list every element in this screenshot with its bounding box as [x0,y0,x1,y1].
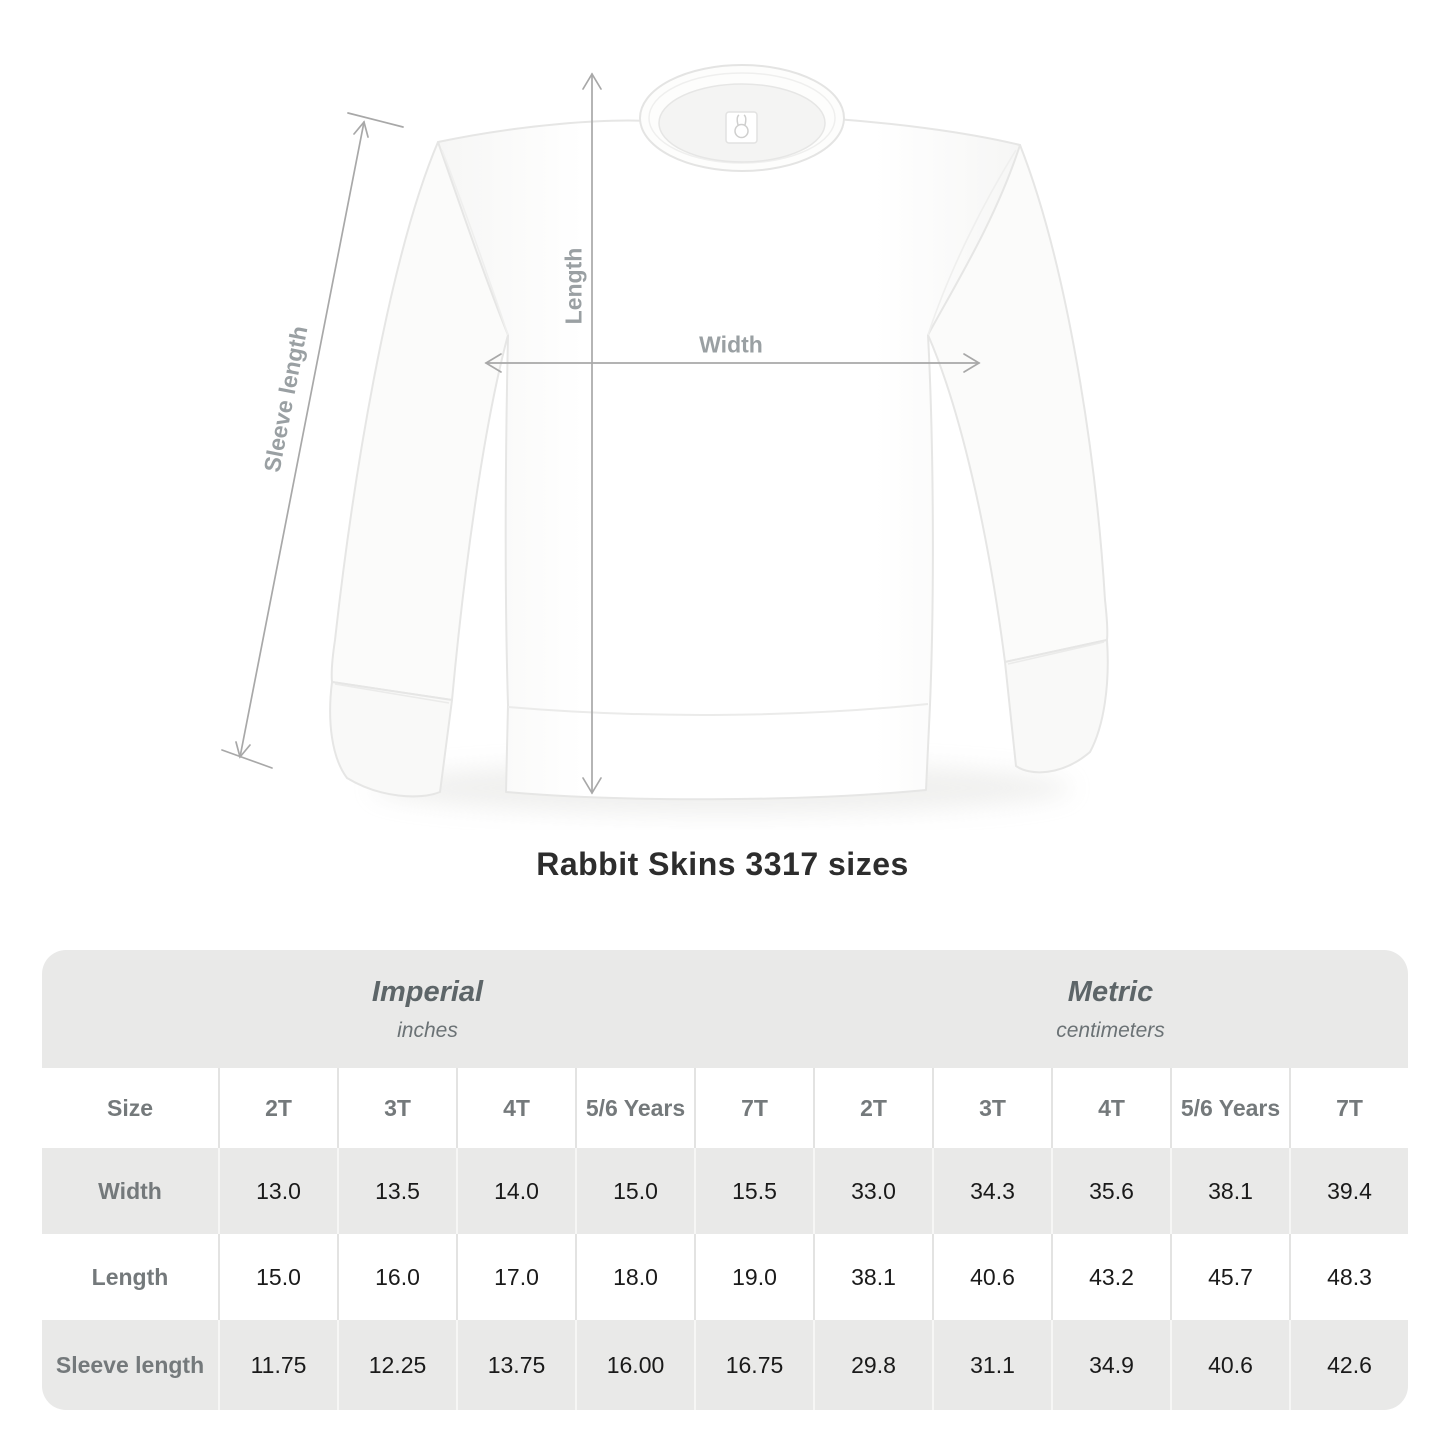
cell-length-imp-56y: 18.0 [575,1234,694,1320]
cell-sleeve-met-3t: 31.1 [932,1320,1051,1410]
cell-sleeve-imp-4t: 13.75 [456,1320,575,1410]
width-measure-label: Width [699,331,763,358]
cell-length-met-4t: 43.2 [1051,1234,1170,1320]
imperial-group-name: Imperial [371,975,484,1008]
cell-length-met-2t: 38.1 [813,1234,932,1320]
cell-width-met-7t: 39.4 [1289,1148,1408,1234]
cell-sleeve-imp-56y: 16.00 [575,1320,694,1410]
cell-width-imp-56y: 15.0 [575,1148,694,1234]
rabbit-skins-tag-icon [725,111,758,144]
cell-sleeve-met-7t: 42.6 [1289,1320,1408,1410]
metric-group-unit: centimeters [1056,1018,1165,1042]
cell-width-met-4t: 35.6 [1051,1148,1170,1234]
cell-width-imp-4t: 14.0 [456,1148,575,1234]
sweatshirt-illustration [221,64,1109,814]
cell-width-met-3t: 34.3 [932,1148,1051,1234]
metric-group-header: Metric centimeters [813,950,1408,1068]
cell-length-met-56y: 45.7 [1170,1234,1289,1320]
right-sleeve [927,144,1109,774]
cell-sleeve-met-4t: 34.9 [1051,1320,1170,1410]
length-measure-label: Length [560,247,587,325]
cell-length-imp-3t: 16.0 [337,1234,456,1320]
sleeve-length-arrow [221,112,404,769]
col-header-imperial-3t: 3T [337,1068,456,1148]
cell-width-imp-3t: 13.5 [337,1148,456,1234]
col-header-metric-2t: 2T [813,1068,932,1148]
cell-length-imp-2t: 15.0 [218,1234,337,1320]
cell-sleeve-imp-3t: 12.25 [337,1320,456,1410]
col-header-metric-56y: 5/6 Years [1170,1068,1289,1148]
row-header-sleeve-length: Sleeve length [42,1320,218,1410]
col-header-imperial-2t: 2T [218,1068,337,1148]
sweatshirt-body [437,118,1021,801]
col-header-imperial-56y: 5/6 Years [575,1068,694,1148]
col-header-imperial-4t: 4T [456,1068,575,1148]
seam-stitches [334,149,1105,716]
cell-length-imp-4t: 17.0 [456,1234,575,1320]
width-arrow [484,353,981,373]
size-table: Imperial inches Metric centimeters Size … [42,950,1408,1410]
length-arrow [582,72,602,795]
cell-length-met-3t: 40.6 [932,1234,1051,1320]
col-header-metric-7t: 7T [1289,1068,1408,1148]
cell-sleeve-met-2t: 29.8 [813,1320,932,1410]
collar [639,64,845,172]
cell-length-imp-7t: 19.0 [694,1234,813,1320]
row-header-width: Width [42,1148,218,1234]
row-header-length: Length [91,1263,169,1290]
cell-sleeve-met-56y: 40.6 [1170,1320,1289,1410]
cell-length-met-7t: 48.3 [1289,1234,1408,1320]
size-diagram: Sleeve length Length Width [221,64,1109,814]
size-column-header: Size [106,1094,154,1121]
col-header-metric-4t: 4T [1051,1068,1170,1148]
cell-width-imp-2t: 13.0 [218,1148,337,1234]
metric-group-name: Metric [1067,975,1154,1008]
cell-sleeve-imp-2t: 11.75 [218,1320,337,1410]
cell-width-met-56y: 38.1 [1170,1148,1289,1234]
imperial-group-header: Imperial inches [42,950,813,1068]
col-header-imperial-7t: 7T [694,1068,813,1148]
left-sleeve [329,141,509,798]
page-title: Rabbit Skins 3317 sizes [536,846,909,882]
cell-width-imp-7t: 15.5 [694,1148,813,1234]
col-header-metric-3t: 3T [932,1068,1051,1148]
cell-width-met-2t: 33.0 [813,1148,932,1234]
imperial-group-unit: inches [397,1018,458,1042]
cell-sleeve-imp-7t: 16.75 [694,1320,813,1410]
